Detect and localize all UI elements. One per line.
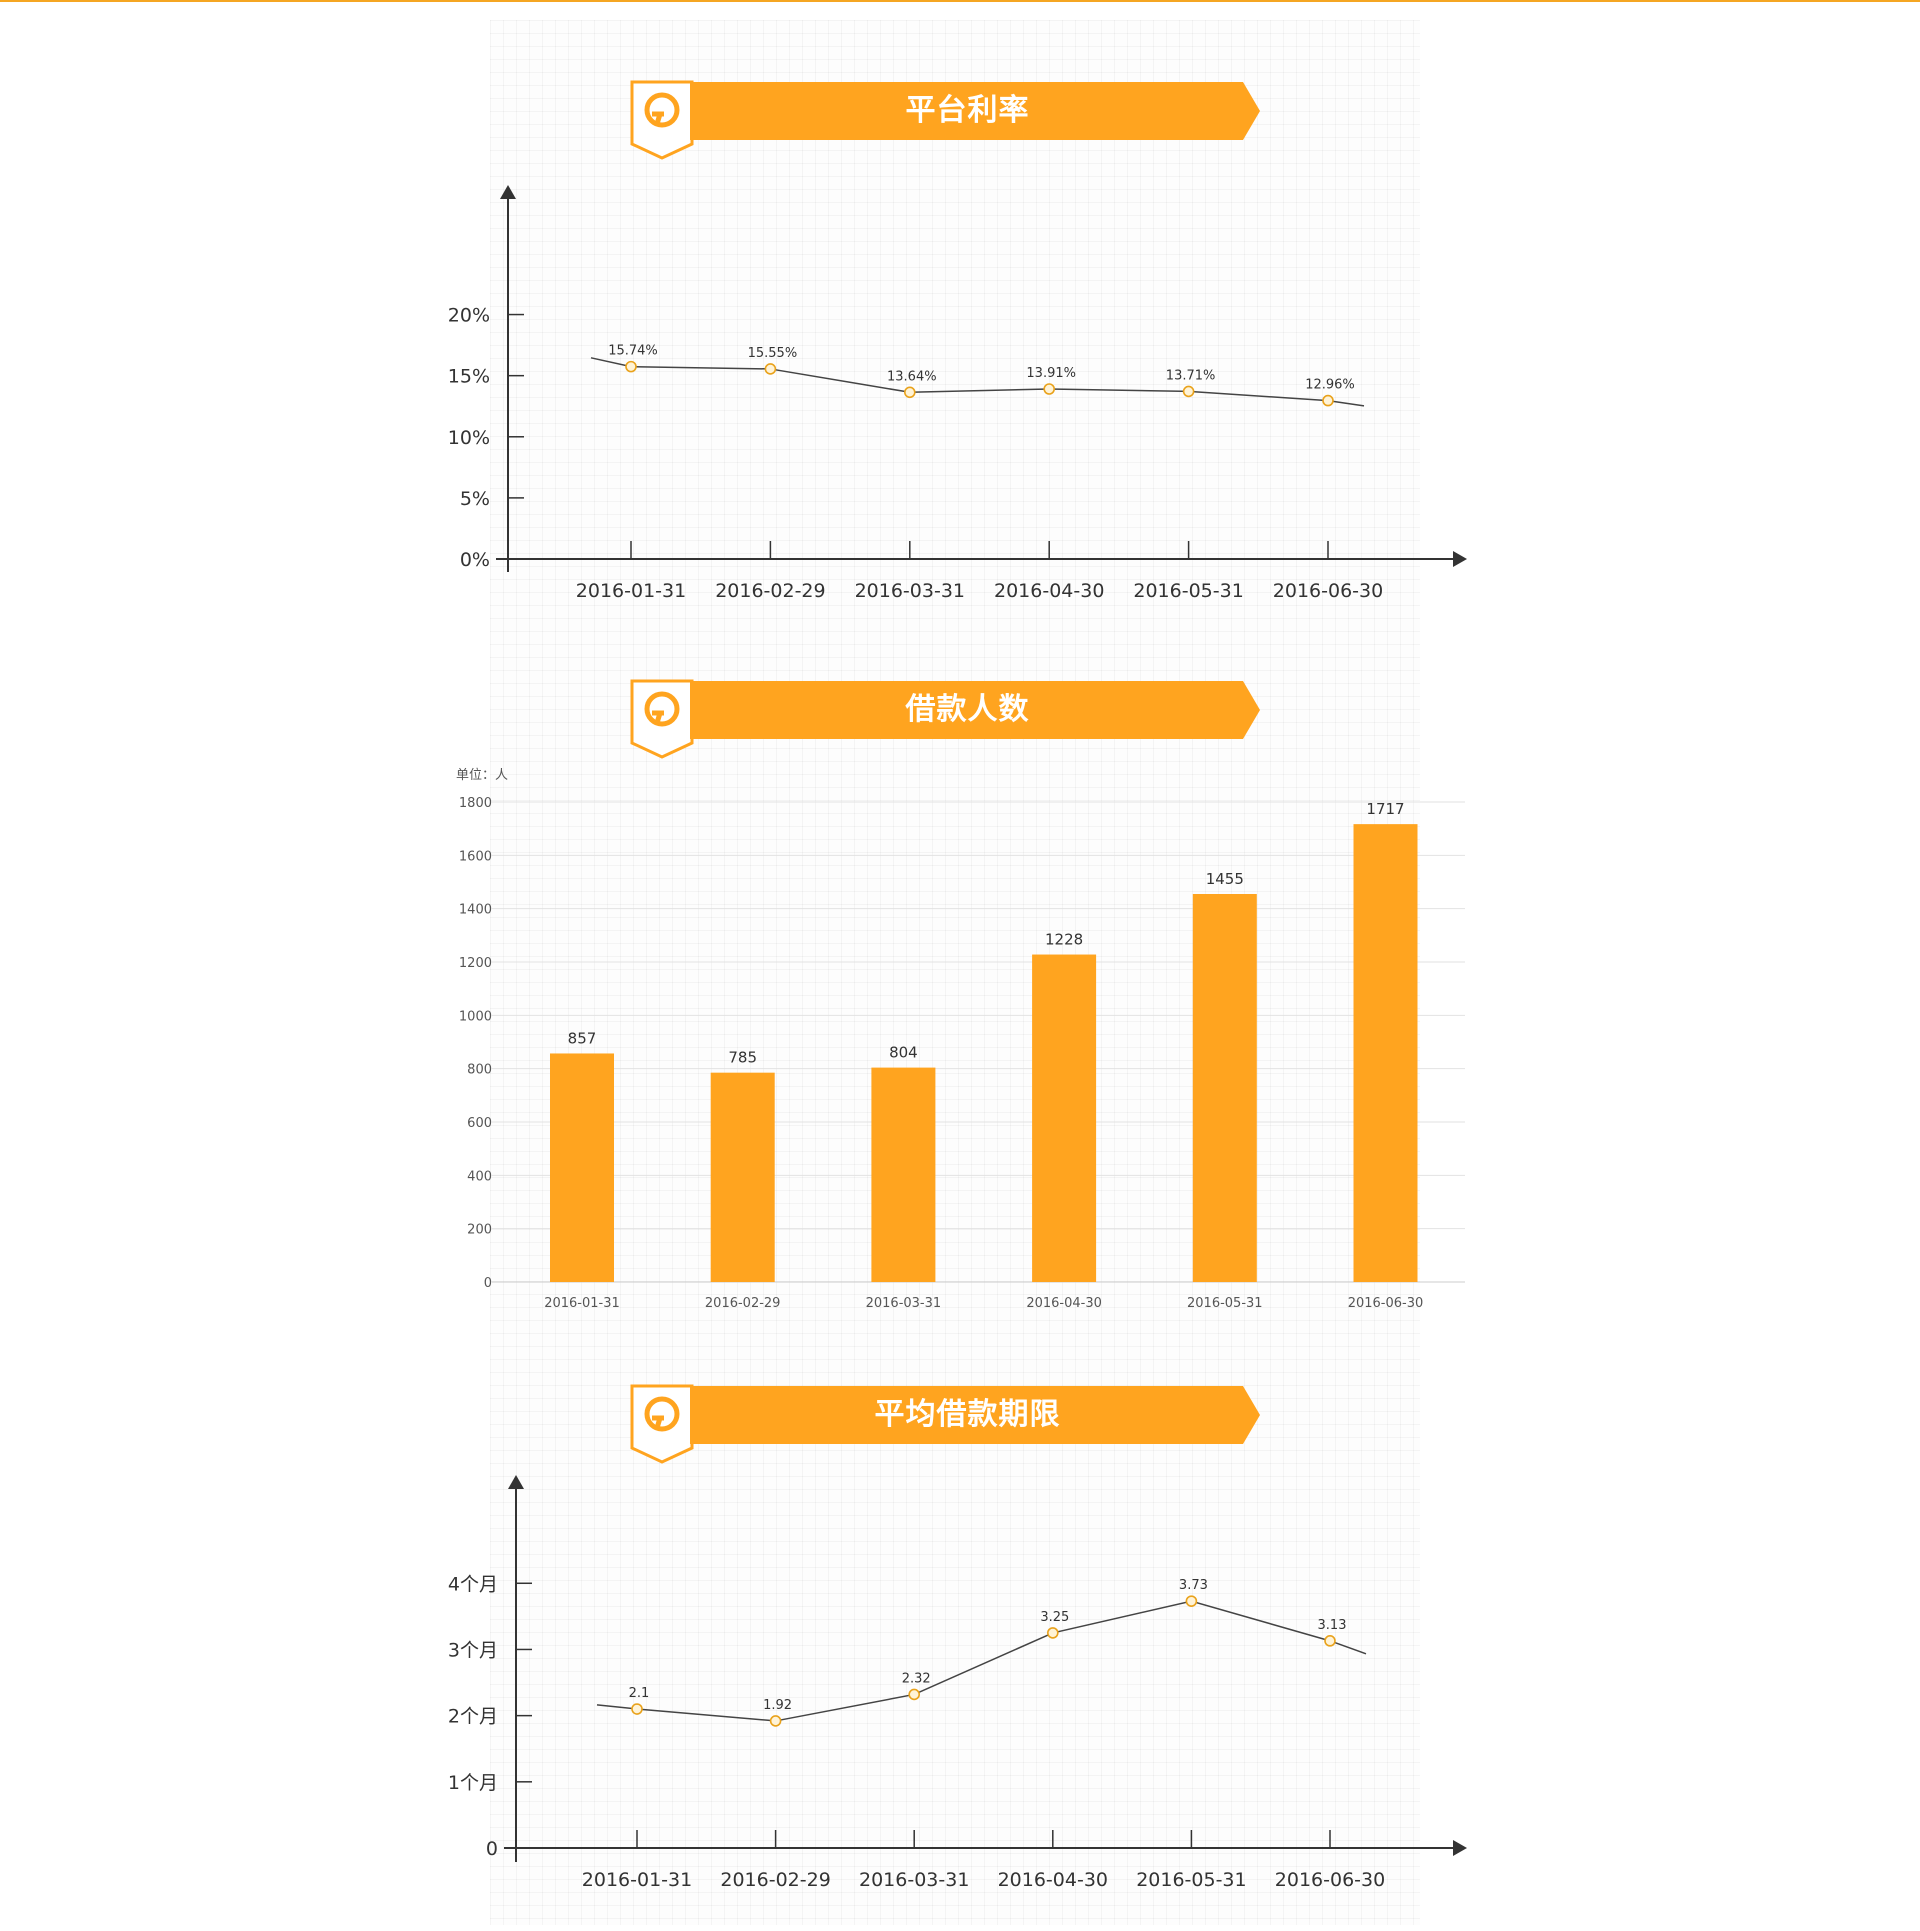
data-point: [908, 1688, 921, 1701]
data-label: 1228: [1045, 931, 1083, 949]
data-point: [625, 360, 637, 373]
data-label: 13.71%: [1166, 368, 1216, 383]
y-tick-label: 4个月: [448, 1573, 498, 1595]
banner-ribbon: [690, 681, 1260, 739]
y-axis-arrow-icon: [500, 185, 516, 199]
chart-average-term: 0 1个月 2个月 3个月 4个月 2016-01-31 2016-02-29 2016-03…: [448, 1475, 1467, 1891]
y-tick-label: 400: [467, 1169, 492, 1184]
y-tick-label: 20%: [448, 305, 490, 327]
shield-logo-icon: [630, 80, 694, 160]
y-tick-label: 2个月: [448, 1706, 498, 1728]
bar: [1032, 954, 1097, 1282]
data-label: 3.25: [1040, 1610, 1069, 1625]
y-tick-label: 5%: [460, 488, 490, 510]
x-tick-label: 2016-05-31: [1133, 580, 1243, 602]
bar: [871, 1067, 936, 1282]
data-label: 13.91%: [1026, 366, 1076, 381]
panel-title: 平均借款期限: [874, 1397, 1061, 1432]
y-tick-label: 0: [486, 1838, 498, 1860]
x-axis-arrow-icon: [1453, 1840, 1467, 1856]
data-point: [1047, 1627, 1059, 1639]
data-label: 1717: [1366, 800, 1404, 818]
y-tick-label: 800: [467, 1063, 492, 1078]
bar: [710, 1072, 775, 1282]
data-label: 1455: [1206, 870, 1244, 888]
chart-platform-rate: 0% 5% 10% 15% 20% 2016-01-31 2016-02-29 2016-03…: [448, 185, 1467, 602]
x-tick-label: 2016-02-29: [720, 1869, 830, 1891]
banner-borrower-count: 借款人数: [630, 679, 1260, 759]
data-point: [1185, 1595, 1198, 1607]
data-label: 3.13: [1318, 1618, 1347, 1633]
y-tick-label: 10%: [448, 427, 490, 449]
data-label: 12.96%: [1305, 378, 1355, 393]
y-tick-label: 1个月: [448, 1772, 498, 1794]
top-accent-rule: [0, 0, 1920, 2]
x-tick-label: 2016-01-31: [544, 1296, 620, 1311]
data-label: 804: [889, 1044, 918, 1062]
data-label: 15.74%: [608, 344, 658, 359]
data-label: 2.1: [629, 1686, 650, 1701]
y-tick-label: 1400: [459, 903, 492, 918]
data-label: 857: [568, 1029, 597, 1047]
x-tick-label: 2016-03-31: [855, 580, 965, 602]
x-tick-label: 2016-05-31: [1187, 1296, 1263, 1311]
bar: [1353, 824, 1418, 1282]
x-tick-label: 2016-02-29: [715, 580, 825, 602]
y-tick-label: 15%: [448, 366, 490, 388]
data-label: 785: [728, 1049, 757, 1067]
x-axis-arrow-icon: [1453, 551, 1467, 567]
y-tick-label: 1200: [459, 956, 492, 971]
shield-logo-icon: [630, 1384, 694, 1464]
y-tick-label: 0%: [460, 549, 490, 571]
bar: [550, 1053, 614, 1282]
data-label: 13.64%: [887, 369, 937, 384]
x-tick-label: 2016-06-30: [1273, 580, 1383, 602]
unit-label: 单位：人: [456, 768, 509, 783]
shield-logo-icon: [630, 679, 694, 759]
x-tick-label: 2016-06-30: [1348, 1296, 1424, 1311]
y-tick-label: 600: [467, 1116, 492, 1131]
banner-ribbon: [690, 82, 1260, 140]
banner-platform-rate: 平台利率: [630, 80, 1260, 160]
data-point: [1182, 385, 1195, 398]
data-point: [1322, 394, 1334, 407]
x-tick-label: 2016-05-31: [1136, 1869, 1246, 1891]
banner-ribbon: [690, 1386, 1260, 1444]
chart-borrower-count: 0 200 400 600 800 1000 1200 1400 1600 1800 857 2016…: [459, 796, 1465, 1311]
data-point: [1043, 383, 1055, 395]
x-tick-label: 2016-06-30: [1275, 1869, 1385, 1891]
y-axis-arrow-icon: [508, 1475, 524, 1489]
bar: [1192, 894, 1257, 1282]
x-tick-label: 2016-04-30: [1026, 1296, 1102, 1311]
data-label: 1.92: [763, 1698, 792, 1713]
y-tick-label: 1600: [459, 849, 492, 864]
data-point: [769, 1715, 782, 1727]
series-line: [590, 357, 1365, 407]
y-tick-label: 0: [484, 1276, 492, 1291]
panel-title: 借款人数: [905, 692, 1030, 727]
data-point: [631, 1703, 643, 1715]
y-tick-label: 200: [467, 1223, 492, 1238]
data-point: [764, 363, 777, 375]
data-point: [1324, 1635, 1336, 1647]
x-tick-label: 2016-04-30: [994, 580, 1104, 602]
x-tick-label: 2016-01-31: [576, 580, 686, 602]
banner-average-term: 平均借款期限: [630, 1384, 1260, 1464]
y-tick-label: 1800: [459, 796, 492, 811]
x-tick-label: 2016-03-31: [866, 1296, 942, 1311]
panel-title: 平台利率: [905, 93, 1030, 128]
x-tick-label: 2016-03-31: [859, 1869, 969, 1891]
x-tick-label: 2016-02-29: [705, 1296, 781, 1311]
series-line: [596, 1600, 1367, 1722]
data-label: 3.73: [1179, 1578, 1208, 1593]
x-tick-label: 2016-04-30: [998, 1869, 1108, 1891]
data-label: 2.32: [902, 1671, 931, 1686]
x-tick-label: 2016-01-31: [582, 1869, 692, 1891]
y-tick-label: 3个月: [448, 1639, 498, 1661]
grid-background: [490, 20, 1420, 1925]
data-label: 15.55%: [748, 346, 798, 361]
y-tick-label: 1000: [459, 1009, 492, 1024]
data-point: [903, 386, 916, 399]
